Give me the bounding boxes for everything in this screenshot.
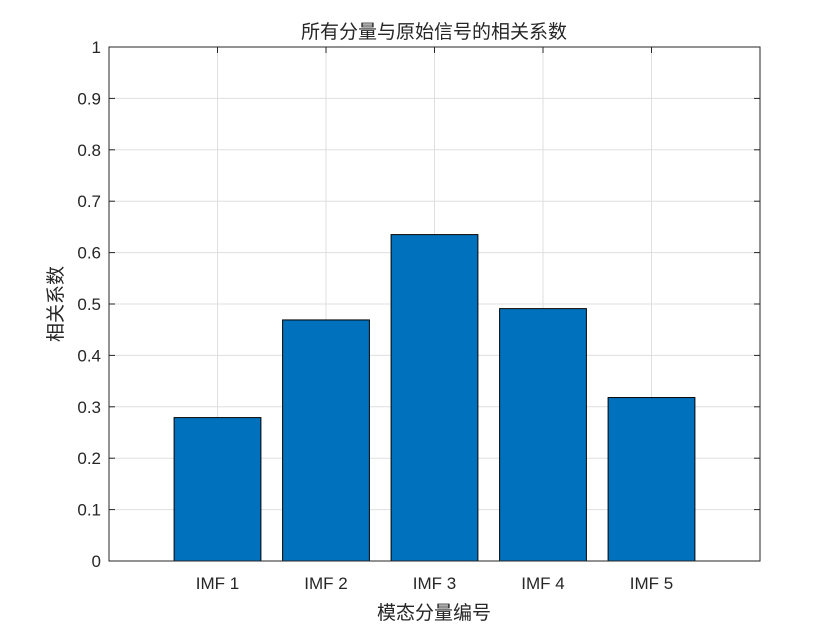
bars [173, 234, 696, 562]
y-tick-label: 0.7 [77, 192, 101, 211]
bar-imf-3 [390, 234, 479, 562]
y-tick-label: 0.2 [77, 449, 101, 468]
y-tick-label: 0.9 [77, 89, 101, 108]
y-tick-label: 0 [92, 552, 101, 571]
y-tick-label: 1 [92, 38, 101, 57]
y-axis-label: 相关系数 [45, 266, 67, 342]
y-tick-label: 0.4 [77, 346, 101, 365]
y-tick-label: 0.1 [77, 501, 101, 520]
y-tick-label: 0.3 [77, 398, 101, 417]
y-tick-labels: 0 0.1 0.2 0.3 0.4 0.5 0.6 0.7 0.8 0.9 1 [77, 38, 101, 571]
x-axis-label: 模态分量编号 [377, 602, 491, 624]
bar-imf-4 [499, 308, 587, 562]
bar-imf-1 [173, 417, 262, 562]
x-tick-label: IMF 4 [521, 574, 564, 593]
x-tick-label: IMF 3 [413, 574, 456, 593]
bar-imf-2 [282, 319, 370, 562]
y-tick-label: 0.5 [77, 295, 101, 314]
bar-imf-5 [607, 397, 696, 562]
x-tick-label: IMF 5 [630, 574, 673, 593]
x-tick-label: IMF 2 [304, 574, 347, 593]
y-tick-label: 0.6 [77, 244, 101, 263]
x-tick-labels: IMF 1 IMF 2 IMF 3 IMF 4 IMF 5 [196, 574, 673, 593]
x-tick-label: IMF 1 [196, 574, 239, 593]
chart-title: 所有分量与原始信号的相关系数 [301, 21, 567, 43]
plot-area-frame [108, 46, 761, 562]
y-tick-label: 0.8 [77, 141, 101, 160]
